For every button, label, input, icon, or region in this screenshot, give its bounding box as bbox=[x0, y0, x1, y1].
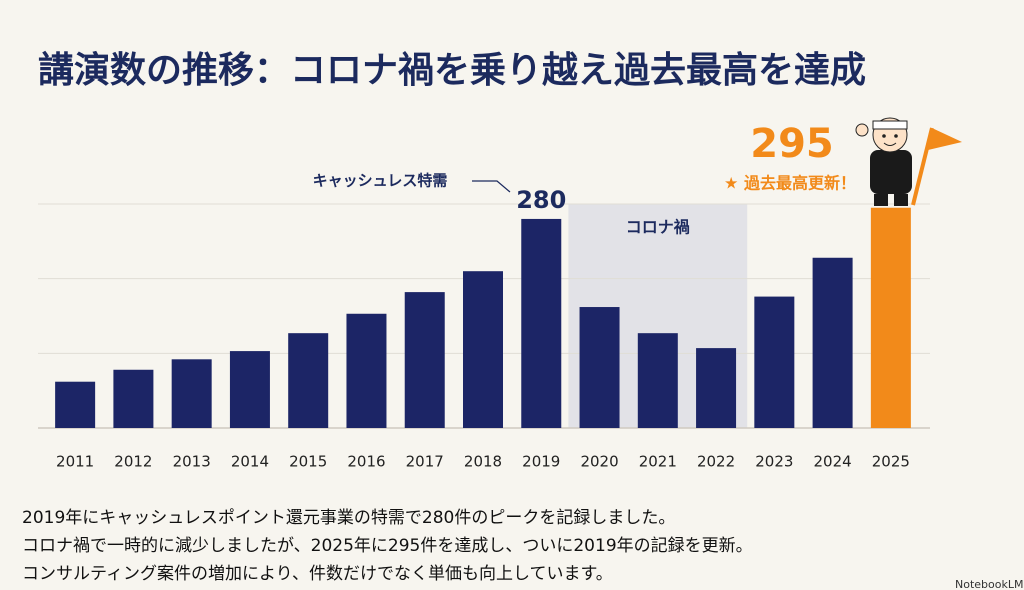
shaded-region-label: コロナ禍 bbox=[626, 218, 690, 237]
description: 2019年にキャッシュレスポイント還元事業の特需で280件のピークを記録しました… bbox=[22, 508, 675, 528]
bar bbox=[229, 351, 270, 428]
x-tick-label: 2015 bbox=[289, 453, 327, 471]
bar bbox=[696, 348, 737, 428]
bar bbox=[113, 369, 154, 428]
x-tick-label: 2022 bbox=[697, 453, 735, 471]
annotation: ★ 過去最高更新！ bbox=[724, 174, 856, 193]
bar bbox=[812, 257, 853, 428]
x-tick-label: 2016 bbox=[347, 453, 385, 471]
x-tick-label: 2011 bbox=[56, 453, 94, 471]
bar bbox=[404, 292, 445, 428]
x-tick-label: 2025 bbox=[872, 453, 910, 471]
bar bbox=[171, 359, 212, 428]
x-tick-label: 2014 bbox=[231, 453, 269, 471]
x-tick-label: 2021 bbox=[639, 453, 677, 471]
value-label: 295 bbox=[750, 121, 834, 167]
x-tick-label: 2013 bbox=[173, 453, 211, 471]
annotation: キャッシュレス特需 bbox=[313, 172, 448, 190]
annotation-line bbox=[472, 180, 511, 193]
x-tick-label: 2024 bbox=[814, 453, 852, 471]
value-label: 280 bbox=[516, 186, 566, 214]
plot: コロナ禍 2011 2012 2013 2014 2015 2016 2017 2018 2019… bbox=[38, 121, 930, 471]
description: コンサルティング案件の増加により、件数だけでなく単価も向上しています。 bbox=[22, 564, 613, 584]
bar bbox=[55, 381, 96, 428]
bar bbox=[346, 313, 387, 428]
description: コロナ禍で一時的に減少しましたが、2025年に295件を達成し、ついに2019年… bbox=[22, 536, 753, 556]
bar bbox=[463, 271, 503, 428]
mascot bbox=[855, 117, 962, 206]
chart-title: 講演数の推移：コロナ禍を乗り越え過去最高を達成 bbox=[38, 49, 866, 91]
bar bbox=[521, 218, 562, 428]
x-tick-label: 2012 bbox=[114, 453, 152, 471]
bar bbox=[579, 307, 620, 428]
x-tick-label: 2020 bbox=[580, 453, 618, 471]
bar bbox=[870, 207, 911, 428]
bar bbox=[754, 296, 795, 428]
x-tick-label: 2018 bbox=[464, 453, 502, 471]
bar bbox=[637, 333, 678, 428]
x-tick-label: 2019 bbox=[522, 453, 560, 471]
x-tick-label: 2017 bbox=[406, 453, 444, 471]
bar bbox=[288, 333, 329, 428]
x-tick-label: 2023 bbox=[755, 453, 793, 471]
watermark: NotebookLM bbox=[955, 578, 1023, 590]
